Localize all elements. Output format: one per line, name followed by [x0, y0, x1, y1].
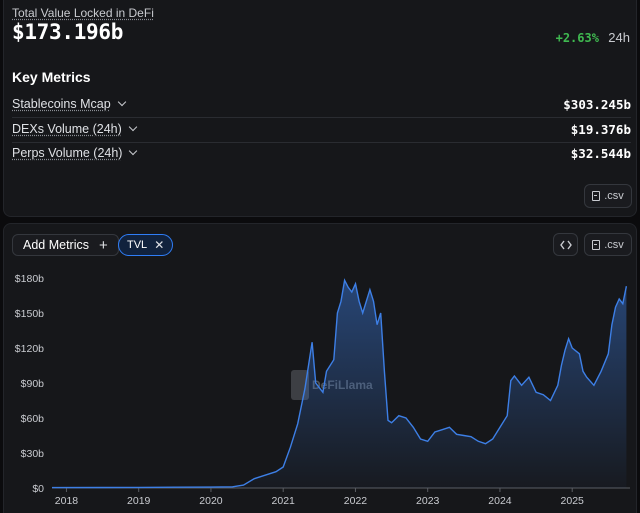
key-metrics-title: Key Metrics — [12, 69, 91, 85]
tvl-area-chart[interactable]: $0$30b$60b$90b$120b$150b$180b 2018 2019 20… — [4, 224, 638, 513]
metric-value: $303.245b — [563, 96, 631, 112]
y-tick-label: $150b — [15, 308, 44, 320]
x-tick-label: 2022 — [344, 495, 368, 507]
y-tick-label: $60b — [21, 413, 45, 425]
file-icon — [592, 239, 601, 250]
key-metrics-panel: Total Value Locked in DeFi $173.196b +2.… — [3, 0, 637, 217]
csv-label: .csv — [604, 238, 624, 251]
y-tick-label: $30b — [21, 448, 45, 460]
divider — [12, 117, 631, 118]
metric-name: Perps Volume (24h) — [12, 146, 123, 160]
tvl-label[interactable]: Total Value Locked in DeFi — [12, 6, 154, 20]
metric-name: DEXs Volume (24h) — [12, 122, 122, 136]
add-metrics-button[interactable]: Add Metrics + — [12, 234, 119, 256]
change-percent: +2.63% — [555, 31, 599, 45]
metric-row-stablecoins: Stablecoins Mcap $303.245b — [12, 92, 631, 116]
metric-value: $32.544b — [570, 145, 631, 161]
metric-toggle-stablecoins[interactable]: Stablecoins Mcap — [12, 97, 126, 111]
tvl-line — [51, 278, 628, 489]
metric-row-perps-volume: Perps Volume (24h) $32.544b — [12, 141, 631, 165]
file-icon — [592, 191, 601, 201]
x-tick-label: 2021 — [272, 495, 296, 507]
tvl-value: $173.196b — [12, 20, 124, 44]
metric-value: $19.376b — [570, 121, 631, 137]
x-tick-label: 2023 — [416, 495, 440, 507]
y-tick-label: $120b — [15, 343, 44, 355]
close-icon[interactable]: ✕ — [154, 238, 165, 252]
change-period: 24h — [608, 30, 630, 45]
x-tick-label: 2020 — [199, 495, 223, 507]
tvl-chip-label: TVL — [127, 239, 148, 251]
chart-csv-download-button[interactable]: .csv — [584, 233, 632, 256]
x-tick-label: 2019 — [127, 495, 151, 507]
tvl-change: +2.63% 24h — [556, 30, 630, 45]
plus-icon: + — [99, 236, 108, 254]
x-tick-label: 2025 — [561, 495, 585, 507]
chevron-down-icon — [117, 97, 126, 107]
code-icon — [559, 240, 572, 249]
y-axis: $0 $30b $60b $90b $120b $150b $180b — [15, 273, 44, 495]
x-tick-label: 2018 — [55, 495, 79, 507]
y-tick-label: $0 — [32, 483, 44, 495]
metric-name: Stablecoins Mcap — [12, 97, 111, 111]
chevron-down-icon — [128, 122, 138, 132]
tvl-area — [52, 280, 627, 488]
metric-toggle-perps-volume[interactable]: Perps Volume (24h) — [12, 146, 138, 160]
y-tick-label: $90b — [21, 378, 45, 390]
x-tick-label: 2024 — [488, 495, 512, 507]
add-metrics-label: Add Metrics — [23, 238, 89, 252]
metric-row-dexs-volume: DEXs Volume (24h) $19.376b — [12, 117, 631, 141]
y-tick-label: $180b — [15, 273, 44, 285]
csv-label: .csv — [604, 190, 624, 202]
chevron-down-icon — [129, 146, 138, 156]
embed-button[interactable] — [553, 233, 578, 256]
divider — [12, 142, 631, 143]
tvl-chip[interactable]: TVL ✕ — [118, 234, 174, 256]
x-axis: 2018 2019 2020 2021 2022 2023 2024 2025 — [52, 487, 630, 507]
metric-toggle-dexs-volume[interactable]: DEXs Volume (24h) — [12, 122, 138, 136]
metrics-csv-download-button[interactable]: .csv — [584, 184, 632, 208]
chart-panel: Add Metrics + TVL ✕ .csv DeFiLlama $0$30… — [3, 223, 637, 513]
